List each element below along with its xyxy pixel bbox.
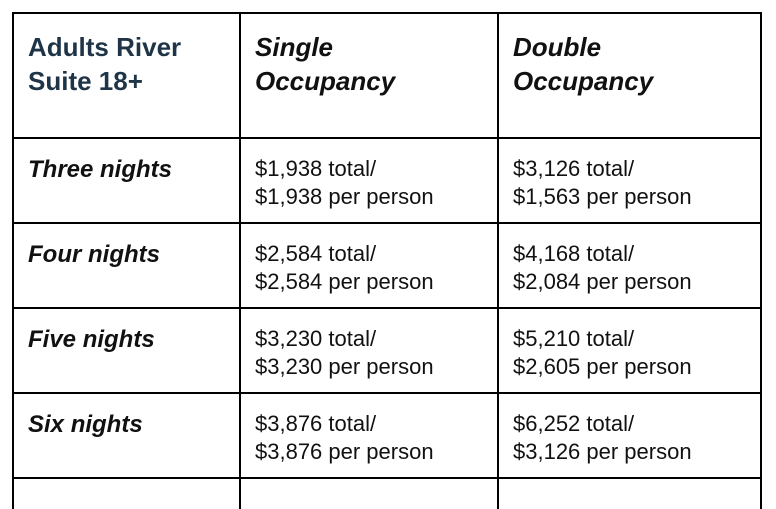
table-row: Five nights $3,230 total/ $3,230 per per… xyxy=(14,309,760,394)
table-row: Six nights $3,876 total/ $3,876 per pers… xyxy=(14,394,760,479)
single-per-person: $3,876 per person xyxy=(255,439,434,464)
double-per-person: $3,126 per person xyxy=(513,439,692,464)
table-row: Three nights $1,938 total/ $1,938 per pe… xyxy=(14,139,760,224)
single-price-cell: $3,230 total/ $3,230 per person xyxy=(241,309,499,392)
row-label: Five nights xyxy=(28,326,155,353)
double-per-person: $2,605 per person xyxy=(513,354,692,379)
single-per-person: $2,584 per person xyxy=(255,269,434,294)
suite-title-line-1: Adults River xyxy=(28,32,182,62)
double-total: $4,168 total/ xyxy=(513,241,635,266)
single-total: $3,230 total/ xyxy=(255,326,377,351)
single-total: $1,938 total/ xyxy=(255,156,377,181)
suite-title-line-2: Suite 18+ xyxy=(28,66,143,96)
double-per-person: $1,563 per person xyxy=(513,184,692,209)
pricing-table: Adults River Suite 18+ Single Occupancy … xyxy=(12,12,762,509)
table-header-row: Adults River Suite 18+ Single Occupancy … xyxy=(14,14,760,139)
table-row-cut-off xyxy=(14,479,760,509)
row-label: Six nights xyxy=(28,411,143,438)
double-price-cell: $3,126 total/ $1,563 per person xyxy=(499,139,760,222)
double-header-line-1: Double xyxy=(513,32,602,62)
double-per-person: $2,084 per person xyxy=(513,269,692,294)
double-price-cell: $4,168 total/ $2,084 per person xyxy=(499,224,760,307)
single-price-cell: $3,876 total/ $3,876 per person xyxy=(241,394,499,477)
double-total: $6,252 total/ xyxy=(513,411,635,436)
single-per-person: $3,230 per person xyxy=(255,354,434,379)
single-total: $3,876 total/ xyxy=(255,411,377,436)
double-total: $5,210 total/ xyxy=(513,326,635,351)
single-price-cell: $1,938 total/ $1,938 per person xyxy=(241,139,499,222)
double-total: $3,126 total/ xyxy=(513,156,635,181)
single-header-line-1: Single xyxy=(255,32,334,62)
single-total: $2,584 total/ xyxy=(255,241,377,266)
single-per-person: $1,938 per person xyxy=(255,184,434,209)
suite-title: Adults River Suite 18+ xyxy=(28,30,239,98)
row-label: Four nights xyxy=(28,241,160,268)
double-price-cell: $5,210 total/ $2,605 per person xyxy=(499,309,760,392)
row-label: Three nights xyxy=(28,156,173,183)
double-price-cell: $6,252 total/ $3,126 per person xyxy=(499,394,760,477)
double-occupancy-header: Double Occupancy xyxy=(499,14,760,137)
single-price-cell: $2,584 total/ $2,584 per person xyxy=(241,224,499,307)
double-header-line-2: Occupancy xyxy=(513,66,654,96)
single-header-line-2: Occupancy xyxy=(255,66,396,96)
table-row: Four nights $2,584 total/ $2,584 per per… xyxy=(14,224,760,309)
single-occupancy-header: Single Occupancy xyxy=(241,14,499,137)
corner-header-cell: Adults River Suite 18+ xyxy=(14,14,241,137)
